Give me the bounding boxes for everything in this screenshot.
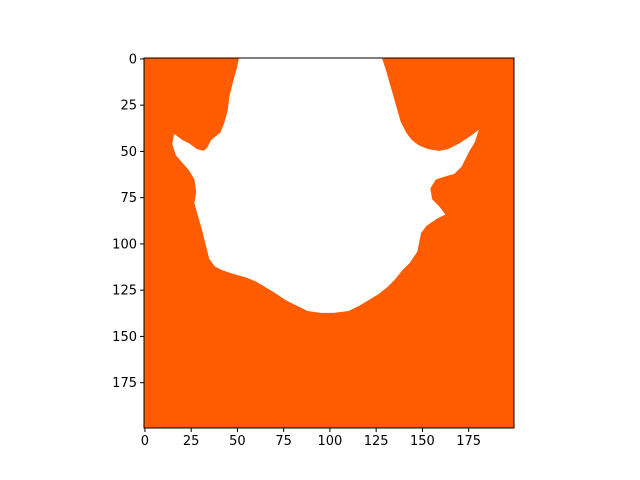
x-tick-label: 25 <box>183 434 200 449</box>
y-axis: 0 25 50 75 100 125 150 175 <box>112 52 144 391</box>
x-tick-label: 75 <box>275 434 292 449</box>
y-tick-label: 25 <box>120 99 137 114</box>
x-axis: 0 25 50 75 100 125 150 175 <box>141 428 481 449</box>
x-tick-label: 0 <box>141 434 149 449</box>
y-tick-label: 0 <box>129 52 137 67</box>
y-tick-label: 175 <box>112 376 137 391</box>
x-tick-label: 175 <box>456 434 481 449</box>
x-tick-label: 100 <box>318 434 343 449</box>
x-tick-label: 50 <box>229 434 246 449</box>
white-region <box>172 58 479 313</box>
y-tick-label: 100 <box>112 237 137 252</box>
image-layer <box>144 58 514 428</box>
y-tick-label: 125 <box>112 284 137 299</box>
y-tick-label: 75 <box>120 191 137 206</box>
x-tick-label: 125 <box>364 434 389 449</box>
y-tick-label: 50 <box>120 145 137 160</box>
axes-frame <box>143 57 515 429</box>
x-tick-label: 150 <box>410 434 435 449</box>
y-tick-label: 150 <box>112 330 137 345</box>
